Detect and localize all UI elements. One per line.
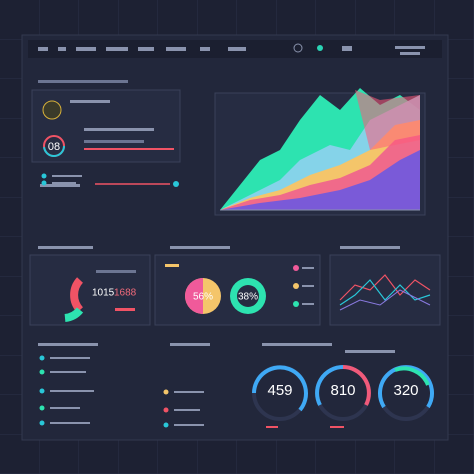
- donut-label: 38%: [238, 292, 258, 303]
- ratio-value-a: 1015: [92, 288, 115, 299]
- ratio-card: [29, 246, 151, 326]
- gauges: [252, 365, 434, 428]
- gauge-value: 459: [267, 382, 292, 399]
- summary-card: [31, 80, 181, 187]
- donut-card: [154, 246, 321, 326]
- donut-label: 56%: [193, 292, 213, 303]
- area-chart: [214, 88, 426, 216]
- line-card: [329, 246, 441, 326]
- gauge-value: 320: [393, 382, 418, 399]
- top-bar: [28, 40, 442, 58]
- list-card: [38, 343, 395, 428]
- ratio-value-b: 1688: [114, 288, 137, 299]
- gauge-value: 810: [330, 382, 355, 399]
- summary-value: 08: [48, 141, 60, 153]
